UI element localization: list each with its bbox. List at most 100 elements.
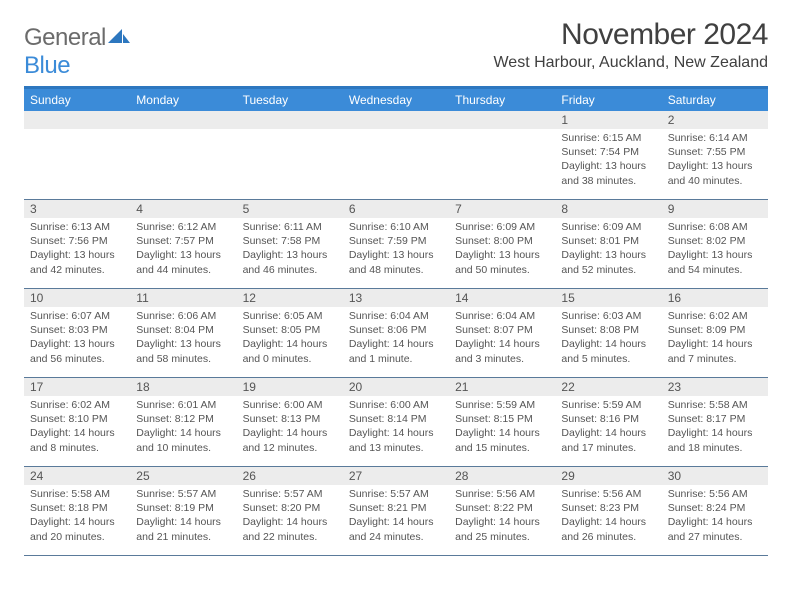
day-details: Sunrise: 5:56 AMSunset: 8:22 PMDaylight:… [449, 485, 555, 548]
sunset-text: Sunset: 8:12 PM [136, 412, 230, 426]
day-details: Sunrise: 6:04 AMSunset: 8:07 PMDaylight:… [449, 307, 555, 370]
day-details: Sunrise: 6:09 AMSunset: 8:00 PMDaylight:… [449, 218, 555, 281]
sunset-text: Sunset: 8:07 PM [455, 323, 549, 337]
sunset-text: Sunset: 8:19 PM [136, 501, 230, 515]
sunrise-text: Sunrise: 5:56 AM [561, 487, 655, 501]
calendar-page: GeneralBlue November 2024 West Harbour, … [0, 0, 792, 568]
sunset-text: Sunset: 8:08 PM [561, 323, 655, 337]
sunrise-text: Sunrise: 6:00 AM [243, 398, 337, 412]
day-number: 7 [449, 200, 555, 218]
sunrise-text: Sunrise: 6:06 AM [136, 309, 230, 323]
day-cell: 1Sunrise: 6:15 AMSunset: 7:54 PMDaylight… [555, 111, 661, 199]
day-cell: 15Sunrise: 6:03 AMSunset: 8:08 PMDayligh… [555, 289, 661, 377]
sunrise-text: Sunrise: 6:04 AM [349, 309, 443, 323]
sunset-text: Sunset: 8:22 PM [455, 501, 549, 515]
day-number: 23 [662, 378, 768, 396]
day-details: Sunrise: 6:00 AMSunset: 8:14 PMDaylight:… [343, 396, 449, 459]
week-row: 17Sunrise: 6:02 AMSunset: 8:10 PMDayligh… [24, 378, 768, 467]
sunrise-text: Sunrise: 6:15 AM [561, 131, 655, 145]
sunrise-text: Sunrise: 5:59 AM [455, 398, 549, 412]
day-number: 6 [343, 200, 449, 218]
sunrise-text: Sunrise: 6:03 AM [561, 309, 655, 323]
day-number: 20 [343, 378, 449, 396]
day-cell: 19Sunrise: 6:00 AMSunset: 8:13 PMDayligh… [237, 378, 343, 466]
day-details: Sunrise: 6:03 AMSunset: 8:08 PMDaylight:… [555, 307, 661, 370]
day-details: Sunrise: 6:14 AMSunset: 7:55 PMDaylight:… [662, 129, 768, 192]
day-number [343, 111, 449, 129]
day-details: Sunrise: 6:06 AMSunset: 8:04 PMDaylight:… [130, 307, 236, 370]
day-cell [449, 111, 555, 199]
sunset-text: Sunset: 8:14 PM [349, 412, 443, 426]
day-cell: 30Sunrise: 5:56 AMSunset: 8:24 PMDayligh… [662, 467, 768, 555]
week-row: 1Sunrise: 6:15 AMSunset: 7:54 PMDaylight… [24, 111, 768, 200]
day-cell [343, 111, 449, 199]
day-cell: 10Sunrise: 6:07 AMSunset: 8:03 PMDayligh… [24, 289, 130, 377]
day-details: Sunrise: 5:58 AMSunset: 8:17 PMDaylight:… [662, 396, 768, 459]
day-details: Sunrise: 6:11 AMSunset: 7:58 PMDaylight:… [237, 218, 343, 281]
day-number: 26 [237, 467, 343, 485]
day-number: 17 [24, 378, 130, 396]
day-details: Sunrise: 6:04 AMSunset: 8:06 PMDaylight:… [343, 307, 449, 370]
day-details: Sunrise: 6:15 AMSunset: 7:54 PMDaylight:… [555, 129, 661, 192]
daylight-text: Daylight: 14 hours and 21 minutes. [136, 515, 230, 543]
day-number: 22 [555, 378, 661, 396]
sunrise-text: Sunrise: 5:57 AM [349, 487, 443, 501]
sunrise-text: Sunrise: 6:09 AM [561, 220, 655, 234]
sunrise-text: Sunrise: 6:11 AM [243, 220, 337, 234]
day-number [24, 111, 130, 129]
day-cell: 6Sunrise: 6:10 AMSunset: 7:59 PMDaylight… [343, 200, 449, 288]
day-number [449, 111, 555, 129]
day-details: Sunrise: 6:05 AMSunset: 8:05 PMDaylight:… [237, 307, 343, 370]
daylight-text: Daylight: 14 hours and 10 minutes. [136, 426, 230, 454]
daylight-text: Daylight: 14 hours and 8 minutes. [30, 426, 124, 454]
daylight-text: Daylight: 14 hours and 15 minutes. [455, 426, 549, 454]
day-cell: 24Sunrise: 5:58 AMSunset: 8:18 PMDayligh… [24, 467, 130, 555]
day-header-wed: Wednesday [343, 89, 449, 111]
day-cell [237, 111, 343, 199]
day-header-thu: Thursday [449, 89, 555, 111]
sunrise-text: Sunrise: 6:10 AM [349, 220, 443, 234]
sunset-text: Sunset: 8:09 PM [668, 323, 762, 337]
sunset-text: Sunset: 7:59 PM [349, 234, 443, 248]
day-number: 2 [662, 111, 768, 129]
day-header-row: Sunday Monday Tuesday Wednesday Thursday… [24, 89, 768, 111]
sunrise-text: Sunrise: 6:12 AM [136, 220, 230, 234]
day-cell: 21Sunrise: 5:59 AMSunset: 8:15 PMDayligh… [449, 378, 555, 466]
day-details: Sunrise: 6:01 AMSunset: 8:12 PMDaylight:… [130, 396, 236, 459]
sunset-text: Sunset: 8:05 PM [243, 323, 337, 337]
sunrise-text: Sunrise: 5:58 AM [668, 398, 762, 412]
day-details: Sunrise: 5:57 AMSunset: 8:19 PMDaylight:… [130, 485, 236, 548]
daylight-text: Daylight: 14 hours and 7 minutes. [668, 337, 762, 365]
day-cell: 7Sunrise: 6:09 AMSunset: 8:00 PMDaylight… [449, 200, 555, 288]
week-row: 24Sunrise: 5:58 AMSunset: 8:18 PMDayligh… [24, 467, 768, 556]
sunset-text: Sunset: 7:55 PM [668, 145, 762, 159]
day-details: Sunrise: 6:10 AMSunset: 7:59 PMDaylight:… [343, 218, 449, 281]
day-number: 19 [237, 378, 343, 396]
day-cell: 9Sunrise: 6:08 AMSunset: 8:02 PMDaylight… [662, 200, 768, 288]
day-number: 14 [449, 289, 555, 307]
day-details: Sunrise: 5:57 AMSunset: 8:21 PMDaylight:… [343, 485, 449, 548]
daylight-text: Daylight: 13 hours and 48 minutes. [349, 248, 443, 276]
sunrise-text: Sunrise: 5:57 AM [243, 487, 337, 501]
day-header-sun: Sunday [24, 89, 130, 111]
day-cell: 14Sunrise: 6:04 AMSunset: 8:07 PMDayligh… [449, 289, 555, 377]
sunset-text: Sunset: 8:10 PM [30, 412, 124, 426]
day-cell: 18Sunrise: 6:01 AMSunset: 8:12 PMDayligh… [130, 378, 236, 466]
sunset-text: Sunset: 8:00 PM [455, 234, 549, 248]
day-cell: 28Sunrise: 5:56 AMSunset: 8:22 PMDayligh… [449, 467, 555, 555]
weeks-container: 1Sunrise: 6:15 AMSunset: 7:54 PMDaylight… [24, 111, 768, 556]
sunset-text: Sunset: 8:21 PM [349, 501, 443, 515]
day-cell: 27Sunrise: 5:57 AMSunset: 8:21 PMDayligh… [343, 467, 449, 555]
day-details: Sunrise: 6:13 AMSunset: 7:56 PMDaylight:… [24, 218, 130, 281]
sunset-text: Sunset: 8:04 PM [136, 323, 230, 337]
daylight-text: Daylight: 14 hours and 12 minutes. [243, 426, 337, 454]
month-title: November 2024 [493, 18, 768, 52]
day-number: 18 [130, 378, 236, 396]
day-number: 10 [24, 289, 130, 307]
day-number: 27 [343, 467, 449, 485]
daylight-text: Daylight: 14 hours and 26 minutes. [561, 515, 655, 543]
daylight-text: Daylight: 14 hours and 24 minutes. [349, 515, 443, 543]
sunset-text: Sunset: 8:15 PM [455, 412, 549, 426]
daylight-text: Daylight: 13 hours and 56 minutes. [30, 337, 124, 365]
day-details: Sunrise: 6:12 AMSunset: 7:57 PMDaylight:… [130, 218, 236, 281]
